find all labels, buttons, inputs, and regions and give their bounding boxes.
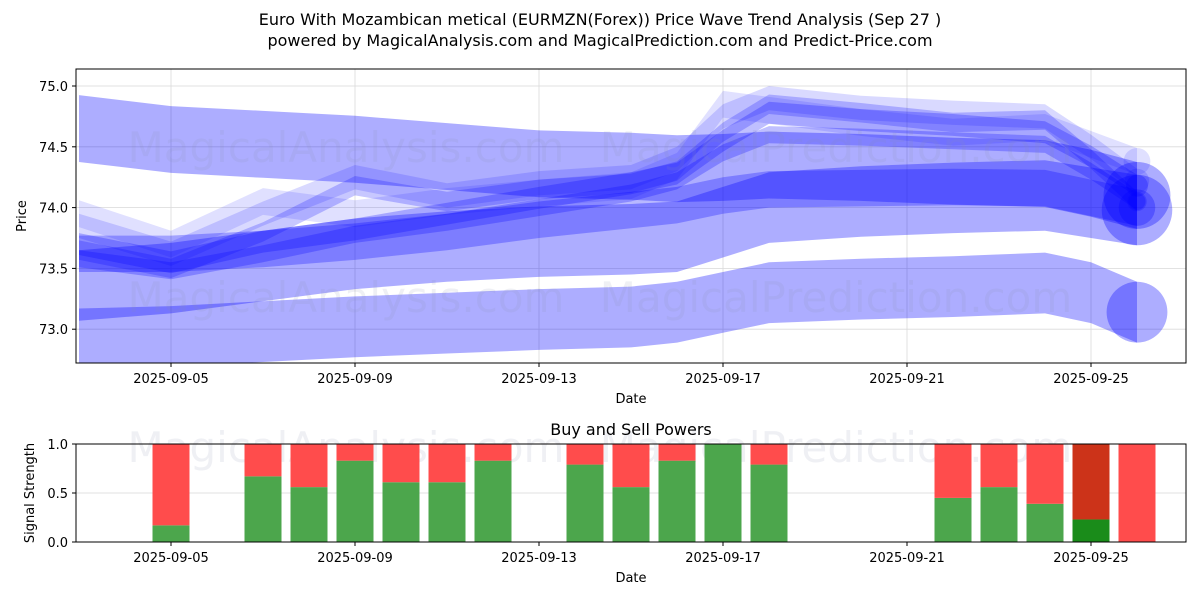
signal-y-axis: 0.0 0.5 1.0 [47, 438, 76, 551]
buy-bar [337, 461, 374, 542]
signal-y-tick-label: 0.0 [47, 536, 68, 551]
price-x-tick-label: 2025-09-13 [501, 372, 577, 387]
watermark-prediction-top: MagicalPrediction.com [600, 123, 1073, 172]
price-x-tick-label: 2025-09-17 [685, 372, 761, 387]
signal-x-axis: 2025-09-05 2025-09-09 2025-09-13 2025-09-17… [133, 542, 1129, 566]
sell-bar [1027, 444, 1064, 504]
price-y-tick-label: 74.5 [39, 141, 68, 156]
buy-bar [567, 465, 604, 542]
sell-bar [153, 444, 190, 525]
buy-bar [245, 476, 282, 542]
price-x-tick-label: 2025-09-09 [317, 372, 393, 387]
sell-bar [1073, 444, 1110, 519]
price-y-axis-label: Price [15, 200, 30, 232]
signal-x-axis-label: Date [615, 571, 646, 586]
sell-bar [337, 444, 374, 461]
buy-bar [383, 482, 420, 542]
signal-x-tick-label: 2025-09-21 [869, 551, 945, 566]
buy-bar [475, 461, 512, 542]
sell-bar [567, 444, 604, 465]
sell-bar [935, 444, 972, 498]
sell-bar [475, 444, 512, 461]
buy-bar [705, 444, 742, 542]
buy-bar [1073, 519, 1110, 542]
buy-bar [981, 487, 1018, 542]
price-x-axis-label: Date [615, 392, 646, 407]
signal-x-tick-label: 2025-09-09 [317, 551, 393, 566]
price-y-axis: 73.0 73.5 74.0 74.5 75.0 [39, 80, 76, 338]
buy-bar [291, 487, 328, 542]
chart-canvas: MagicalAnalysis.com MagicalPrediction.co… [0, 0, 1200, 600]
buy-bar [659, 461, 696, 542]
price-x-tick-label: 2025-09-21 [869, 372, 945, 387]
sell-bar [659, 444, 696, 461]
price-y-tick-label: 73.0 [39, 323, 68, 338]
signal-x-tick-label: 2025-09-25 [1053, 551, 1129, 566]
price-y-tick-label: 75.0 [39, 80, 68, 95]
sell-bar [1119, 444, 1156, 542]
buy-bar [751, 465, 788, 542]
sell-bar [751, 444, 788, 465]
signal-chart-title: Buy and Sell Powers [550, 420, 712, 439]
price-x-tick-label: 2025-09-25 [1053, 372, 1129, 387]
price-x-tick-label: 2025-09-05 [133, 372, 209, 387]
signal-x-tick-label: 2025-09-17 [685, 551, 761, 566]
signal-y-tick-label: 0.5 [47, 487, 68, 502]
sell-bar [981, 444, 1018, 487]
watermark-analysis-top: MagicalAnalysis.com [128, 123, 565, 172]
buy-bar [613, 487, 650, 542]
signal-y-tick-label: 1.0 [47, 438, 68, 453]
sell-bar [429, 444, 466, 482]
signal-y-axis-label: Signal Strength [23, 443, 38, 543]
wave-band-end-cap [1128, 193, 1145, 210]
sell-bar [291, 444, 328, 487]
watermark-analysis-mid: MagicalAnalysis.com [128, 273, 565, 322]
buy-bar [935, 498, 972, 542]
wave-band-end-cap [1124, 148, 1151, 175]
price-y-tick-label: 74.0 [39, 202, 68, 217]
buy-bar [1027, 504, 1064, 542]
signal-x-tick-label: 2025-09-13 [501, 551, 577, 566]
sell-bar [383, 444, 420, 482]
signal-x-tick-label: 2025-09-05 [133, 551, 209, 566]
price-y-tick-label: 73.5 [39, 262, 68, 277]
buy-bar [153, 525, 190, 542]
price-x-axis: 2025-09-05 2025-09-09 2025-09-13 2025-09-17… [133, 363, 1129, 387]
wave-band-end-cap [1107, 282, 1168, 343]
buy-bar [429, 482, 466, 542]
sell-bar [245, 444, 282, 476]
sell-bar [613, 444, 650, 487]
watermark-prediction-mid: MagicalPrediction.com [600, 273, 1073, 322]
